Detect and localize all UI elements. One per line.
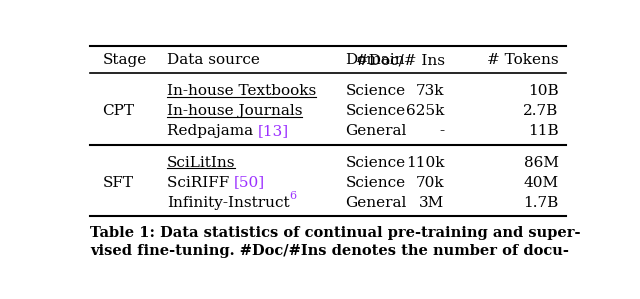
Text: Infinity-Instruct: Infinity-Instruct (167, 196, 289, 210)
Text: 3M: 3M (419, 196, 445, 210)
Text: Data source: Data source (167, 53, 260, 67)
Text: 73k: 73k (416, 84, 445, 98)
Text: [13]: [13] (258, 124, 289, 138)
Text: SciLitIns: SciLitIns (167, 155, 236, 170)
Text: -: - (440, 124, 445, 138)
Text: 6: 6 (289, 191, 296, 201)
Text: SFT: SFT (102, 176, 133, 190)
Text: 11B: 11B (528, 124, 559, 138)
Text: General: General (346, 196, 407, 210)
Text: Science: Science (346, 155, 406, 170)
Text: #Doc/# Ins: #Doc/# Ins (356, 53, 445, 67)
Text: 110k: 110k (406, 155, 445, 170)
Text: General: General (346, 124, 407, 138)
Text: Science: Science (346, 84, 406, 98)
Text: # Tokens: # Tokens (487, 53, 559, 67)
Text: 70k: 70k (416, 176, 445, 190)
Text: Redpajama: Redpajama (167, 124, 258, 138)
Text: CPT: CPT (102, 104, 134, 118)
Text: 1.7B: 1.7B (524, 196, 559, 210)
Text: In-house Journals: In-house Journals (167, 104, 302, 118)
Text: 40M: 40M (524, 176, 559, 190)
Text: Science: Science (346, 104, 406, 118)
Text: Table 1: Data statistics of continual pre-training and super-: Table 1: Data statistics of continual pr… (90, 226, 580, 240)
Text: 625k: 625k (406, 104, 445, 118)
Text: 86M: 86M (524, 155, 559, 170)
Text: Stage: Stage (102, 53, 147, 67)
Text: 10B: 10B (528, 84, 559, 98)
Text: vised fine-tuning. #Doc/#Ins denotes the number of docu-: vised fine-tuning. #Doc/#Ins denotes the… (90, 244, 569, 258)
Text: 2.7B: 2.7B (524, 104, 559, 118)
Text: Science: Science (346, 176, 406, 190)
Text: Domain: Domain (346, 53, 405, 67)
Text: In-house Textbooks: In-house Textbooks (167, 84, 316, 98)
Text: SciRIFF: SciRIFF (167, 176, 234, 190)
Text: [50]: [50] (234, 176, 265, 190)
